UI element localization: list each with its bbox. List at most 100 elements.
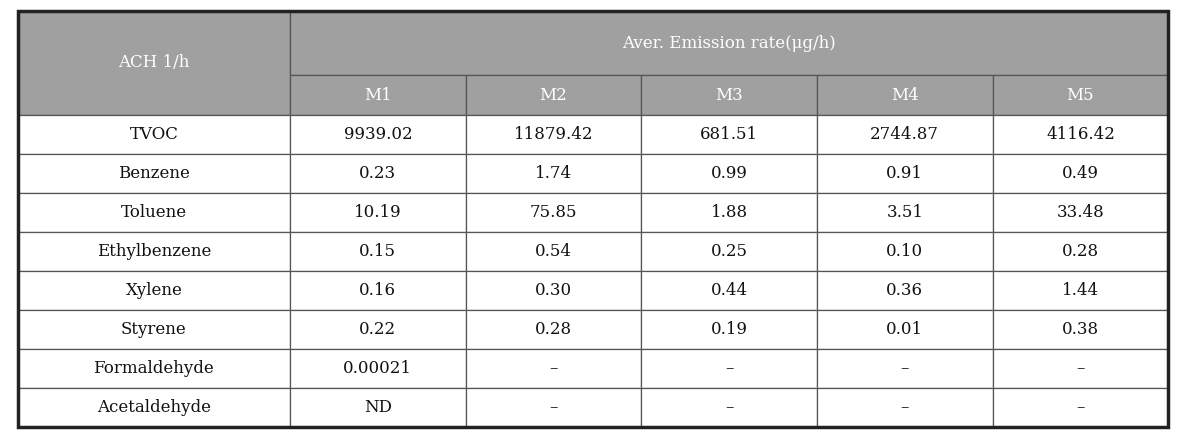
Bar xyxy=(18,115,291,154)
Text: TVOC: TVOC xyxy=(129,126,178,143)
Text: 0.28: 0.28 xyxy=(1061,243,1099,260)
Text: –: – xyxy=(549,360,557,377)
Bar xyxy=(993,388,1168,427)
Bar xyxy=(18,271,291,310)
Text: 1.44: 1.44 xyxy=(1061,282,1099,299)
Text: 0.44: 0.44 xyxy=(710,282,747,299)
Bar xyxy=(993,193,1168,232)
Text: 0.00021: 0.00021 xyxy=(343,360,413,377)
Bar xyxy=(642,349,817,388)
Bar xyxy=(466,388,642,427)
Text: 0.22: 0.22 xyxy=(359,321,396,338)
Bar xyxy=(993,349,1168,388)
Bar xyxy=(466,193,642,232)
Bar xyxy=(817,271,993,310)
Bar xyxy=(817,154,993,193)
Text: M4: M4 xyxy=(891,87,919,104)
Text: Ethylbenzene: Ethylbenzene xyxy=(97,243,211,260)
Bar xyxy=(18,310,291,349)
Bar xyxy=(993,271,1168,310)
Bar xyxy=(18,388,291,427)
Text: ND: ND xyxy=(364,399,391,416)
Text: M2: M2 xyxy=(540,87,567,104)
Bar xyxy=(817,349,993,388)
Text: 0.99: 0.99 xyxy=(710,165,747,182)
Bar xyxy=(642,154,817,193)
Text: 0.28: 0.28 xyxy=(535,321,572,338)
Text: Formaldehyde: Formaldehyde xyxy=(94,360,215,377)
Bar xyxy=(291,349,466,388)
Text: 681.51: 681.51 xyxy=(700,126,758,143)
Bar xyxy=(466,349,642,388)
Text: M3: M3 xyxy=(715,87,742,104)
Bar xyxy=(642,115,817,154)
Bar xyxy=(642,75,817,115)
Bar xyxy=(817,193,993,232)
Text: Benzene: Benzene xyxy=(117,165,190,182)
Text: Styrene: Styrene xyxy=(121,321,186,338)
Text: 0.38: 0.38 xyxy=(1061,321,1099,338)
Text: 2744.87: 2744.87 xyxy=(871,126,939,143)
Text: –: – xyxy=(1076,399,1084,416)
Text: 0.25: 0.25 xyxy=(710,243,747,260)
Text: 0.49: 0.49 xyxy=(1061,165,1099,182)
Text: 0.36: 0.36 xyxy=(886,282,923,299)
Text: M1: M1 xyxy=(364,87,391,104)
Text: 4116.42: 4116.42 xyxy=(1046,126,1115,143)
Text: –: – xyxy=(900,399,908,416)
Text: –: – xyxy=(725,399,733,416)
Text: 0.16: 0.16 xyxy=(359,282,396,299)
Bar xyxy=(642,388,817,427)
Bar xyxy=(642,232,817,271)
Text: Aver. Emission rate(μg/h): Aver. Emission rate(μg/h) xyxy=(623,35,836,52)
Text: 3.51: 3.51 xyxy=(886,204,923,221)
Bar xyxy=(817,75,993,115)
Text: Xylene: Xylene xyxy=(126,282,183,299)
Bar xyxy=(993,75,1168,115)
Bar xyxy=(291,388,466,427)
Text: Toluene: Toluene xyxy=(121,204,187,221)
Text: 0.54: 0.54 xyxy=(535,243,572,260)
Text: 9939.02: 9939.02 xyxy=(344,126,413,143)
Text: 1.74: 1.74 xyxy=(535,165,572,182)
Text: 33.48: 33.48 xyxy=(1057,204,1104,221)
Text: 0.15: 0.15 xyxy=(359,243,396,260)
Bar xyxy=(993,232,1168,271)
Bar xyxy=(291,310,466,349)
Text: –: – xyxy=(1076,360,1084,377)
Bar xyxy=(817,232,993,271)
Bar xyxy=(291,154,466,193)
Bar xyxy=(18,232,291,271)
Text: 0.91: 0.91 xyxy=(886,165,923,182)
Text: M5: M5 xyxy=(1066,87,1095,104)
Text: –: – xyxy=(900,360,908,377)
Bar xyxy=(993,310,1168,349)
Bar xyxy=(466,115,642,154)
Text: 0.23: 0.23 xyxy=(359,165,396,182)
Bar xyxy=(993,154,1168,193)
Text: 10.19: 10.19 xyxy=(355,204,402,221)
Bar xyxy=(466,271,642,310)
Bar xyxy=(466,310,642,349)
Bar xyxy=(18,11,291,115)
Bar xyxy=(291,11,1168,75)
Text: 0.01: 0.01 xyxy=(886,321,924,338)
Bar xyxy=(466,75,642,115)
Bar xyxy=(291,271,466,310)
Bar xyxy=(291,115,466,154)
Bar xyxy=(291,232,466,271)
Bar xyxy=(817,388,993,427)
Bar xyxy=(993,115,1168,154)
Bar xyxy=(817,115,993,154)
Bar xyxy=(817,310,993,349)
Bar xyxy=(291,193,466,232)
Text: 11879.42: 11879.42 xyxy=(514,126,593,143)
Text: –: – xyxy=(549,399,557,416)
Text: 0.19: 0.19 xyxy=(710,321,747,338)
Text: ACH 1/h: ACH 1/h xyxy=(119,54,190,71)
Text: Acetaldehyde: Acetaldehyde xyxy=(97,399,211,416)
Bar xyxy=(466,154,642,193)
Bar xyxy=(18,349,291,388)
Text: 0.10: 0.10 xyxy=(886,243,924,260)
Text: 75.85: 75.85 xyxy=(530,204,578,221)
